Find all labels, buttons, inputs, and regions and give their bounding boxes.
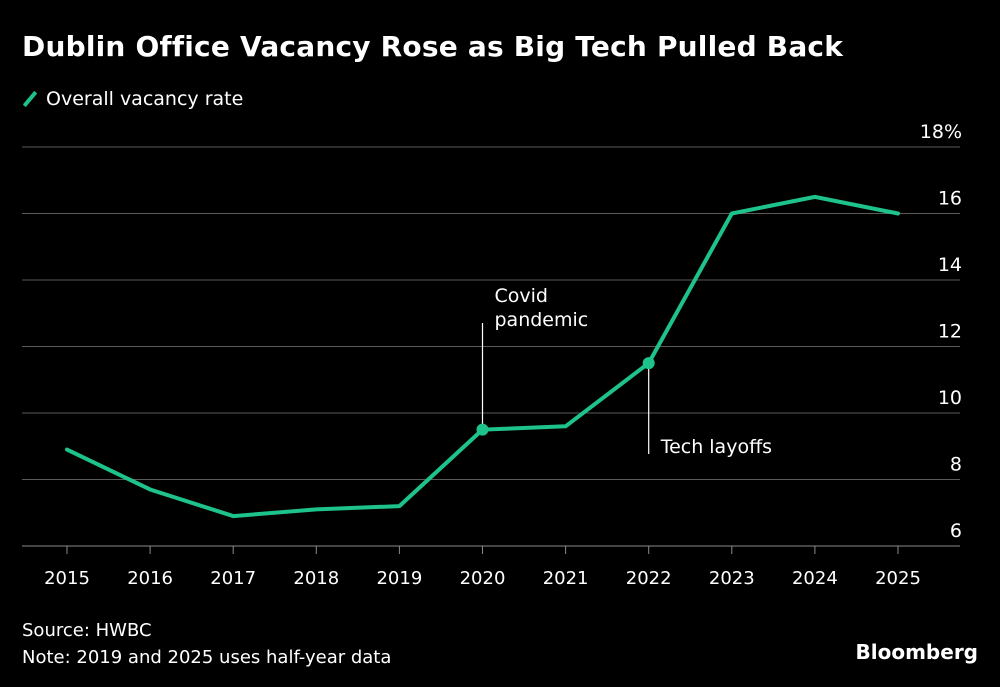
chart-title: Dublin Office Vacancy Rose as Big Tech P… [22, 30, 844, 63]
y-tick-label: 6 [950, 520, 962, 542]
x-tick-label: 2021 [543, 568, 589, 589]
legend-label: Overall vacancy rate [46, 88, 244, 110]
x-tick-label: 2020 [460, 568, 506, 589]
y-tick-label: 12 [938, 321, 962, 343]
y-tick-label: 10 [938, 387, 962, 409]
x-tick-label: 2015 [44, 568, 90, 589]
x-tick-label: 2024 [792, 568, 838, 589]
series [65, 194, 900, 519]
x-tick-label: 2016 [127, 568, 173, 589]
x-tick-label: 2025 [875, 568, 921, 589]
x-tick-label: 2023 [709, 568, 755, 589]
x-tick-label: 2019 [376, 568, 422, 589]
grid-lines [22, 146, 960, 547]
annotated-data-point [476, 423, 489, 436]
y-axis: 6 8 10 12 14 16 18% [920, 121, 962, 542]
annotation-label: pandemic [495, 309, 589, 331]
x-tick-label: 2017 [210, 568, 256, 589]
x-axis: 2015 2016 2017 2018 2019 2020 2021 2022 2023 2024… [44, 546, 921, 589]
annotation-label: Covid [495, 285, 548, 307]
x-tick-label: 2018 [293, 568, 339, 589]
bloomberg-logo: Bloomberg [855, 640, 978, 664]
y-tick-label: 18% [920, 121, 962, 143]
annotated-data-point [642, 357, 655, 370]
footnote: Note: 2019 and 2025 uses half-year data [22, 647, 392, 668]
source-note: Source: HWBC [22, 620, 152, 641]
y-tick-label: 14 [938, 254, 962, 276]
x-tick-label: 2022 [626, 568, 672, 589]
legend: Overall vacancy rate [22, 88, 243, 110]
y-tick-label: 16 [938, 188, 962, 210]
y-tick-label: 8 [950, 454, 962, 476]
annotation-label: Tech layoffs [660, 436, 772, 458]
